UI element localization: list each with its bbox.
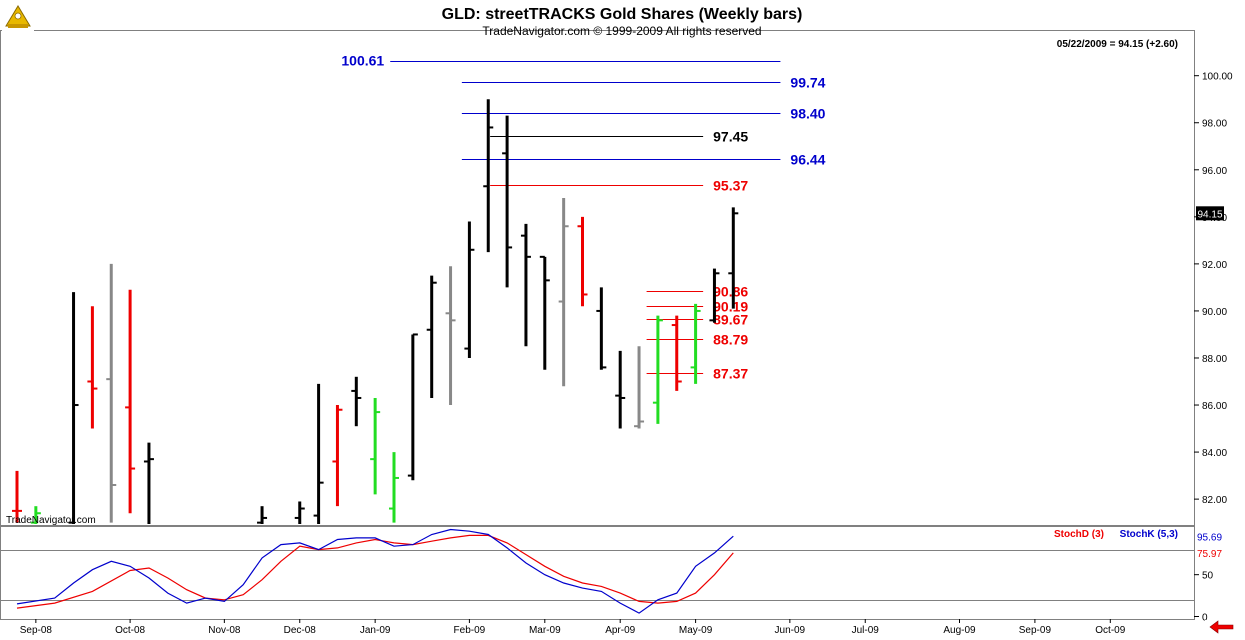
ohlc-bar xyxy=(426,275,437,398)
stochastic-panel: 0 50 95.69 75.97 xyxy=(1,528,1224,623)
level-label: 96.44 xyxy=(790,152,825,168)
ohlc-bar xyxy=(332,405,343,507)
ohlc-bar xyxy=(539,255,550,370)
ohlc-bar xyxy=(520,223,531,347)
stoch-d-value: 75.97 xyxy=(1197,549,1222,560)
level-label: 100.61 xyxy=(341,53,384,69)
last-price-marker: 94.15 xyxy=(1196,206,1224,221)
price-tick-label: 82.00 xyxy=(1202,495,1227,506)
price-tick-label: 88.00 xyxy=(1202,354,1227,365)
chart-title: GLD: streetTRACKS Gold Shares (Weekly ba… xyxy=(442,6,803,23)
time-tick-label: Oct-09 xyxy=(1095,625,1125,636)
price-axis-area xyxy=(1195,30,1245,526)
ohlc-bar xyxy=(370,397,381,495)
ohlc-bar xyxy=(407,333,418,481)
time-tick-label: Aug-09 xyxy=(943,625,976,636)
stoch-k-legend: StochK (5,3) xyxy=(1120,529,1178,540)
stoch-k-value-bg xyxy=(1196,530,1224,543)
ohlc-bar xyxy=(294,501,305,524)
ohlc-bar xyxy=(30,506,41,524)
ohlc-bar xyxy=(351,376,362,427)
time-tick-label: Jun-09 xyxy=(775,625,806,636)
trade-navigator-logo xyxy=(2,2,34,32)
time-axis: Sep-08 Oct-08 Nov-08 Dec-08 Jan-09 Feb-09 Mar-… xyxy=(20,619,1126,636)
price-tick-label: 92.00 xyxy=(1202,260,1227,271)
level-label: 88.79 xyxy=(713,332,748,348)
level-label: 90.19 xyxy=(713,299,748,315)
ohlc-bar xyxy=(728,207,739,309)
ohlc-bar xyxy=(87,306,98,429)
time-tick-label: Mar-09 xyxy=(529,625,561,636)
ohlc-bar xyxy=(502,115,513,288)
ohlc-bar xyxy=(577,216,588,307)
price-tick-label: 90.00 xyxy=(1202,307,1227,318)
fibonacci-levels: 100.61 99.74 98.40 97.45 96.44 95.37 90.8690.1… xyxy=(341,53,825,382)
price-tick-label: 100.00 xyxy=(1202,72,1233,83)
time-tick-label: Nov-08 xyxy=(208,625,241,636)
price-tick-label: 98.00 xyxy=(1202,119,1227,130)
price-tick-label: 84.00 xyxy=(1202,448,1227,459)
ohlc-bar xyxy=(464,221,475,358)
ohlc-bars xyxy=(12,99,739,524)
price-tick-label: 86.00 xyxy=(1202,401,1227,412)
last-price-label: 94.15 xyxy=(1197,209,1222,220)
time-tick-label: Sep-08 xyxy=(20,625,53,636)
time-tick-label: Sep-09 xyxy=(1019,625,1052,636)
stoch-tick-label: 50 xyxy=(1202,571,1214,582)
ohlc-bar xyxy=(257,506,268,524)
ohlc-bar xyxy=(106,263,117,523)
stoch-d-value-bg xyxy=(1196,546,1224,559)
level-label: 97.45 xyxy=(713,129,748,145)
ohlc-bar xyxy=(558,198,569,387)
ohlc-bar xyxy=(615,350,626,429)
ohlc-bar xyxy=(634,346,645,429)
price-tick-label: 96.00 xyxy=(1202,166,1227,177)
level-label: 90.86 xyxy=(713,284,748,300)
time-tick-label: Jan-09 xyxy=(360,625,391,636)
stoch-k-value: 95.69 xyxy=(1197,532,1222,543)
time-tick-label: Oct-08 xyxy=(115,625,145,636)
time-tick-label: May-09 xyxy=(679,625,713,636)
last-quote-label: 05/22/2009 = 94.15 (+2.60) xyxy=(1057,39,1178,50)
ohlc-bar xyxy=(68,292,79,524)
watermark: TradeNavigator.com xyxy=(6,515,96,526)
ohlc-bar xyxy=(671,315,682,391)
stochastic-panel-frame xyxy=(0,526,1195,620)
ohlc-bar xyxy=(125,289,136,514)
level-label: 99.74 xyxy=(790,75,825,91)
level-label: 98.40 xyxy=(790,106,825,122)
ohlc-bar xyxy=(313,383,324,524)
stoch-k-line xyxy=(16,528,734,614)
ohlc-bar xyxy=(690,303,701,384)
ohlc-bar xyxy=(709,268,720,323)
ohlc-bar xyxy=(12,470,22,523)
price-panel-frame xyxy=(0,30,1195,526)
ohlc-bar xyxy=(143,442,154,524)
stoch-d-legend: StochD (3) xyxy=(1054,529,1104,540)
scroll-left-arrow-icon[interactable] xyxy=(1205,620,1235,634)
ohlc-bar xyxy=(652,315,663,424)
last-price-background xyxy=(1196,206,1224,221)
time-tick-label: Jul-09 xyxy=(852,625,880,636)
level-label: 95.37 xyxy=(713,178,748,194)
stoch-d-line xyxy=(16,534,734,609)
ohlc-bar xyxy=(389,452,399,523)
time-tick-label: Dec-08 xyxy=(284,625,317,636)
ohlc-bar xyxy=(596,287,607,370)
ohlc-bar xyxy=(483,99,494,253)
time-tick-label: Apr-09 xyxy=(605,625,635,636)
stoch-tick-label: 0 xyxy=(1202,612,1208,623)
level-label: 89.67 xyxy=(713,312,748,328)
time-tick-label: Feb-09 xyxy=(454,625,486,636)
level-label: 87.37 xyxy=(713,366,748,382)
chart-subtitle: TradeNavigator.com © 1999-2009 All right… xyxy=(482,24,761,38)
ohlc-bar xyxy=(445,266,456,406)
